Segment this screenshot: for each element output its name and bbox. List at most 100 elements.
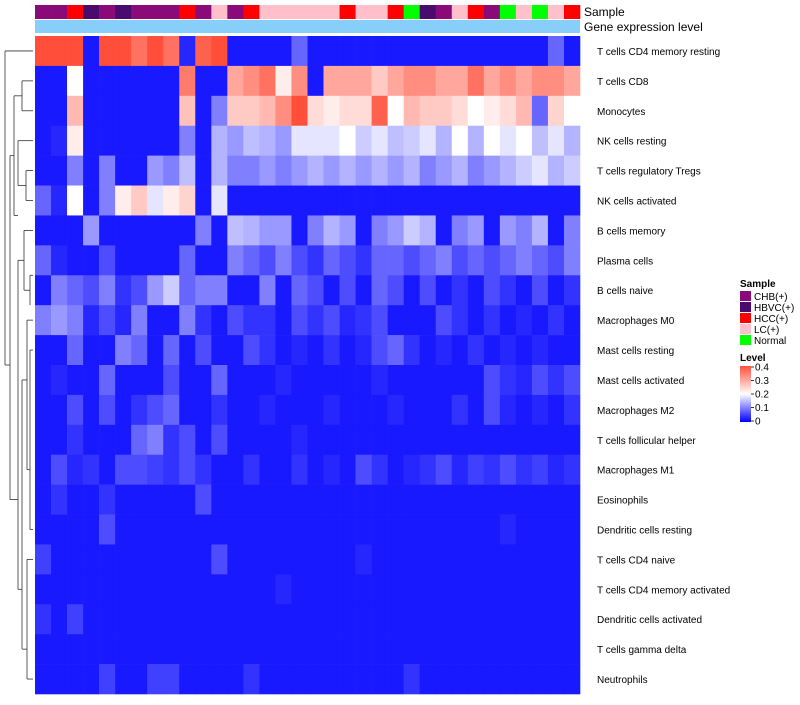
heatmap-cell [387, 95, 404, 127]
heatmap-cell [131, 424, 148, 456]
heatmap-cell [499, 574, 517, 605]
heatmap-cell [243, 305, 260, 336]
heatmap-cell [515, 574, 533, 605]
heatmap-cell [147, 394, 164, 426]
row-label: T cells CD4 naive [597, 555, 676, 566]
sample-track-label: Sample [584, 5, 625, 19]
heatmap-cell [83, 65, 100, 97]
heatmap-cell [451, 634, 469, 665]
heatmap-cell [563, 484, 581, 515]
heatmap-cell [83, 245, 100, 276]
heatmap-cell [419, 125, 437, 156]
heatmap-cell [243, 604, 260, 635]
heatmap-cell [243, 454, 260, 485]
heatmap-cell [563, 514, 581, 545]
heatmap-cell [227, 544, 244, 575]
heatmap-cell [339, 514, 356, 545]
heatmap-cell [147, 155, 164, 186]
heatmap-cell [483, 155, 501, 186]
heatmap-cell [99, 215, 116, 246]
heatmap-cell [51, 365, 68, 396]
heatmap-cell [179, 574, 196, 605]
sample-annot-cell [227, 5, 244, 19]
sample-annot-cell [451, 5, 469, 19]
heatmap-cell [355, 664, 372, 695]
heatmap-cell [419, 245, 437, 276]
sample-annot-cell [531, 5, 549, 19]
heatmap-cell [355, 604, 372, 635]
heatmap-cell [259, 454, 276, 485]
heatmap-cell [371, 305, 388, 336]
heatmap-cell [435, 514, 453, 545]
heatmap-cell [435, 65, 453, 97]
heatmap-cell [259, 275, 276, 306]
heatmap-cell [467, 424, 485, 456]
heatmap-cell [531, 275, 549, 306]
heatmap-cell [547, 394, 565, 426]
heatmap-cell [243, 514, 260, 545]
heatmap-cell [99, 484, 116, 515]
heatmap-cell [387, 155, 404, 186]
sample-annot-cell [339, 5, 356, 19]
heatmap-cell [499, 95, 517, 127]
heatmap-cell [531, 634, 549, 665]
heatmap-cell [515, 454, 533, 485]
row-label: Plasma cells [597, 256, 653, 267]
heatmap-cell [403, 365, 421, 396]
heatmap-cell [307, 454, 324, 485]
heatmap-cell [275, 275, 292, 306]
heatmap-cell [419, 185, 437, 216]
sample-annot-cell [307, 5, 324, 19]
heatmap-cell [99, 125, 116, 156]
sample-annot-cell [211, 5, 228, 19]
heatmap-cell [275, 335, 292, 366]
heatmap-cell [451, 65, 469, 97]
heatmap-cell [163, 245, 180, 276]
heatmap-cell [195, 365, 212, 396]
heatmap-cell [243, 36, 260, 67]
heatmap-cell [307, 36, 324, 67]
heatmap-cell [387, 634, 404, 665]
heatmap-cell [51, 36, 68, 67]
heatmap-cell [547, 514, 565, 545]
heatmap-cell [99, 155, 116, 186]
heatmap-cell [291, 604, 308, 635]
heatmap-cell [243, 484, 260, 515]
heatmap-cell [211, 604, 228, 635]
heatmap-cell [323, 185, 340, 216]
heatmap-cell [35, 335, 52, 366]
heatmap-cell [51, 574, 68, 605]
heatmap-cell [83, 185, 100, 216]
heatmap-cell [195, 305, 212, 336]
heatmap-cell [67, 155, 84, 186]
heatmap-cell [227, 335, 244, 366]
heatmap-cell [467, 454, 485, 485]
heatmap-cell [163, 155, 180, 186]
heatmap-cell [307, 65, 324, 97]
heatmap-cell [163, 185, 180, 216]
heatmap-cell [163, 335, 180, 366]
heatmap-cell [243, 155, 260, 186]
heatmap-cell [291, 185, 308, 216]
heatmap-cell [211, 484, 228, 515]
heatmap-cell [515, 335, 533, 366]
heatmap-cell [195, 544, 212, 575]
heatmap-cell [435, 664, 453, 695]
heatmap-cell [339, 544, 356, 575]
heatmap-cell [339, 394, 356, 426]
heatmap-cell [515, 245, 533, 276]
heatmap-cell [35, 514, 52, 545]
heatmap-cell [339, 155, 356, 186]
heatmap-cell [99, 664, 116, 695]
heatmap-cell [403, 155, 421, 186]
heatmap-cell [451, 664, 469, 695]
sample-annot-cell [131, 5, 148, 19]
heatmap-cell [115, 275, 132, 306]
heatmap-cell [339, 634, 356, 665]
heatmap-cell [115, 125, 132, 156]
heatmap-cell [195, 634, 212, 665]
heatmap-cell [451, 424, 469, 456]
heatmap-cell [147, 95, 164, 127]
heatmap-cell [291, 454, 308, 485]
heatmap-cell [467, 634, 485, 665]
